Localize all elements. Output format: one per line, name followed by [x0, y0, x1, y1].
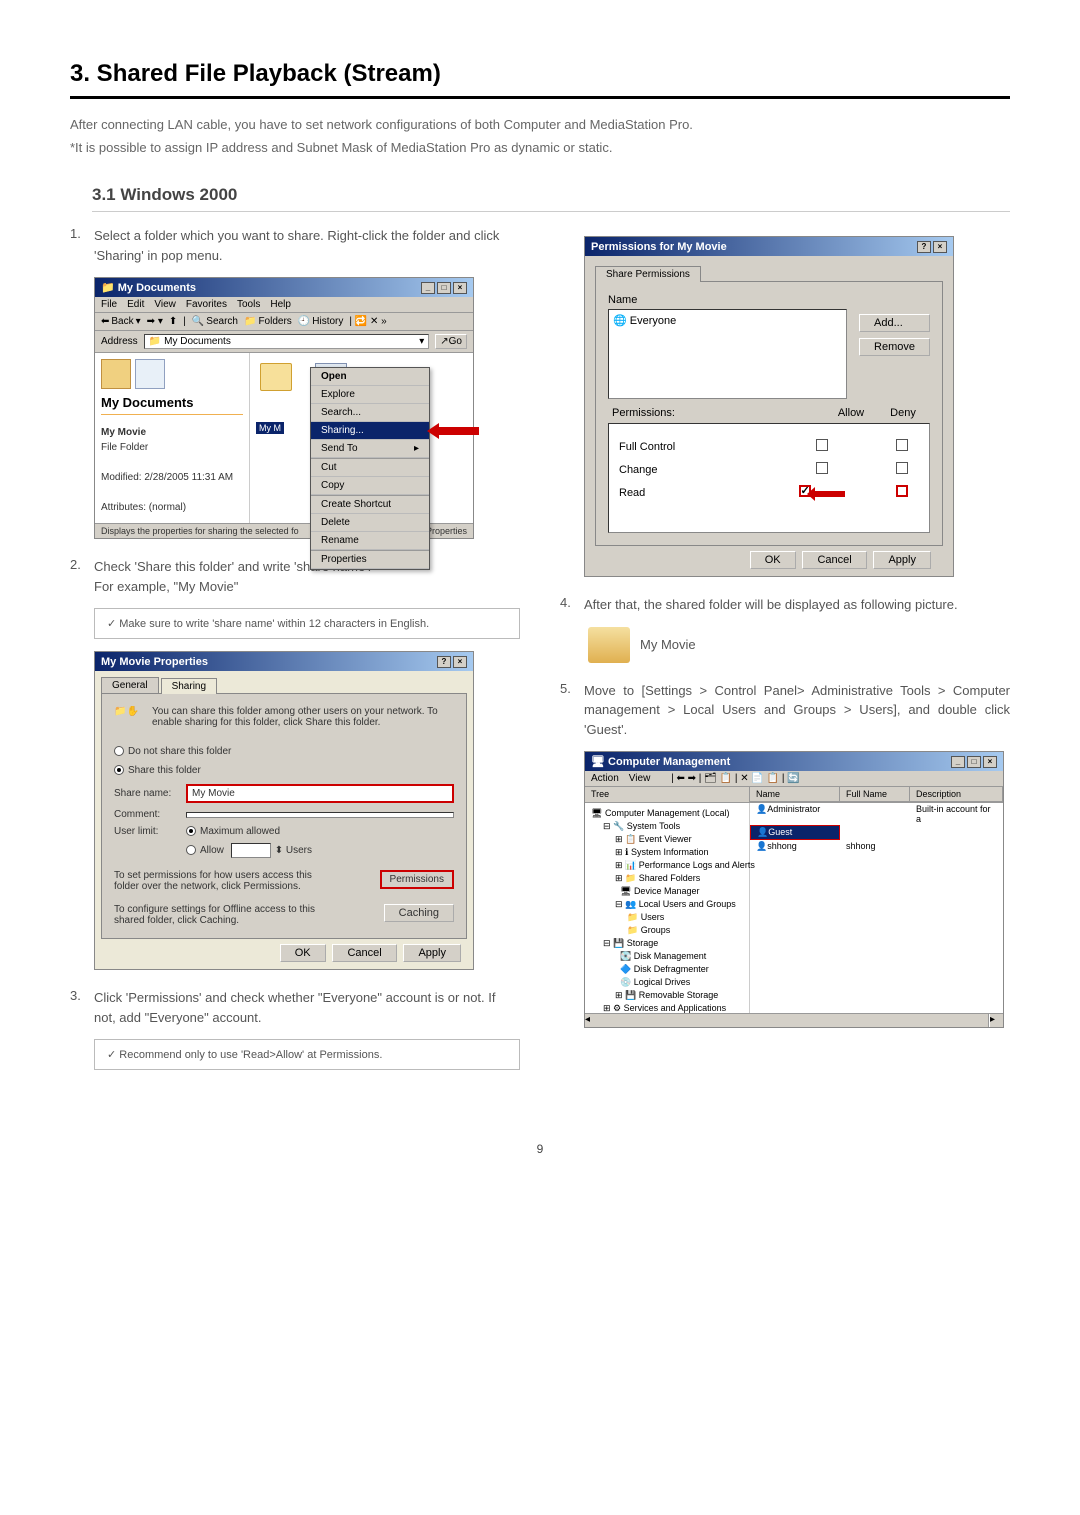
- chk-change-deny[interactable]: [896, 462, 908, 474]
- ok-button[interactable]: OK: [750, 551, 796, 569]
- step-4: 4. After that, the shared folder will be…: [560, 595, 1010, 615]
- share-desc: You can share this folder among other us…: [152, 706, 438, 728]
- apply-button[interactable]: Apply: [873, 551, 931, 569]
- radio-share[interactable]: [114, 765, 124, 775]
- address-input[interactable]: 📁 My Documents▾: [144, 334, 430, 349]
- step-5: 5. Move to [Settings > Control Panel> Ad…: [560, 681, 1010, 740]
- screenshot-mydocuments: 📁 My Documents _□× FileEditViewFavorites…: [94, 277, 474, 539]
- selected-folder-label: My M: [256, 422, 284, 434]
- radio-allow[interactable]: [186, 845, 196, 855]
- step-3: 3. Click 'Permissions' and check whether…: [70, 988, 520, 1027]
- status-text: Displays the properties for sharing the …: [101, 526, 299, 536]
- address-label: Address: [101, 336, 138, 347]
- tab-sharing[interactable]: Sharing: [161, 678, 217, 694]
- screenshot-compmgmt: 🖥 Computer Management _□× ActionView | ⬅…: [584, 751, 1004, 1028]
- chk-change-allow[interactable]: [816, 462, 828, 474]
- compmgmt-title: Computer Management: [608, 756, 730, 768]
- context-menu[interactable]: Open Explore Search... Sharing... Send T…: [310, 367, 430, 570]
- window-controls[interactable]: _□×: [419, 281, 467, 294]
- radio-noshare[interactable]: [114, 746, 124, 756]
- apply-button[interactable]: Apply: [403, 944, 461, 962]
- ok-button[interactable]: OK: [280, 944, 326, 962]
- tab-share-permissions[interactable]: Share Permissions: [595, 266, 701, 282]
- intro-text-1: After connecting LAN cable, you have to …: [70, 117, 1010, 132]
- step-2: 2. Check 'Share this folder' and write '…: [70, 557, 520, 596]
- radio-max[interactable]: [186, 826, 196, 836]
- screenshot-properties: My Movie Properties ?× General Sharing 📁…: [94, 651, 474, 970]
- mydocs-left-title: My Documents: [101, 395, 243, 415]
- step-1: 1. Select a folder which you want to sha…: [70, 226, 520, 265]
- page-number: 9: [70, 1142, 1010, 1156]
- compmgmt-users-list[interactable]: 👤AdministratorBuilt-in account for a 👤Gu…: [750, 803, 1003, 1013]
- compmgmt-menubar[interactable]: ActionView | ⬅ ➡ | 🗂 📋 | ✕ 📄 📋 | 🔄: [585, 771, 1003, 787]
- ctx-sharing[interactable]: Sharing...: [311, 422, 429, 440]
- tip-box-2: ✓ Recommend only to use 'Read>Allow' at …: [94, 1039, 520, 1070]
- cancel-button[interactable]: Cancel: [332, 944, 396, 962]
- add-button[interactable]: Add...: [859, 314, 930, 332]
- shared-folder-icon: [588, 627, 630, 663]
- tip-box-1: ✓ Make sure to write 'share name' within…: [94, 608, 520, 639]
- permissions-button[interactable]: Permissions: [380, 870, 454, 889]
- main-heading: 3. Shared File Playback (Stream): [70, 60, 1010, 99]
- props-title: My Movie Properties: [101, 656, 208, 668]
- perms-title: Permissions for My Movie: [591, 241, 727, 253]
- window-controls[interactable]: _□×: [949, 755, 997, 768]
- comment-input[interactable]: [186, 812, 454, 818]
- folder-icon[interactable]: [260, 363, 292, 391]
- chk-read-deny[interactable]: [896, 485, 908, 497]
- shared-folder-result: My Movie: [588, 627, 1010, 663]
- menubar[interactable]: FileEditViewFavoritesToolsHelp: [95, 297, 473, 313]
- cancel-button[interactable]: Cancel: [802, 551, 866, 569]
- window-controls[interactable]: ?×: [915, 240, 947, 253]
- caching-button[interactable]: Caching: [384, 904, 454, 922]
- mydocs-title: My Documents: [118, 282, 196, 294]
- tab-general[interactable]: General: [101, 677, 159, 693]
- name-list[interactable]: 🌐 Everyone: [608, 309, 847, 399]
- chk-fullcontrol-allow[interactable]: [816, 439, 828, 451]
- share-icon: 📁✋: [114, 706, 144, 736]
- remove-button[interactable]: Remove: [859, 338, 930, 356]
- toolbar[interactable]: ⬅ Back ▾ ➡ ▾ ⬆ | 🔍Search 📁Folders 🕘Histo…: [95, 313, 473, 331]
- chk-fullcontrol-deny[interactable]: [896, 439, 908, 451]
- window-controls[interactable]: ?×: [435, 655, 467, 668]
- share-name-input[interactable]: My Movie: [186, 784, 454, 803]
- compmgmt-tree[interactable]: 🖥 Computer Management (Local) ⊟ 🔧 System…: [585, 803, 750, 1013]
- screenshot-permissions: Permissions for My Movie ?× Share Permis…: [584, 236, 954, 577]
- sub-heading: 3.1 Windows 2000: [92, 185, 1010, 212]
- intro-text-2: *It is possible to assign IP address and…: [70, 140, 1010, 155]
- guest-user-row[interactable]: 👤Guest: [750, 825, 1003, 840]
- go-button[interactable]: ↗Go: [435, 334, 467, 349]
